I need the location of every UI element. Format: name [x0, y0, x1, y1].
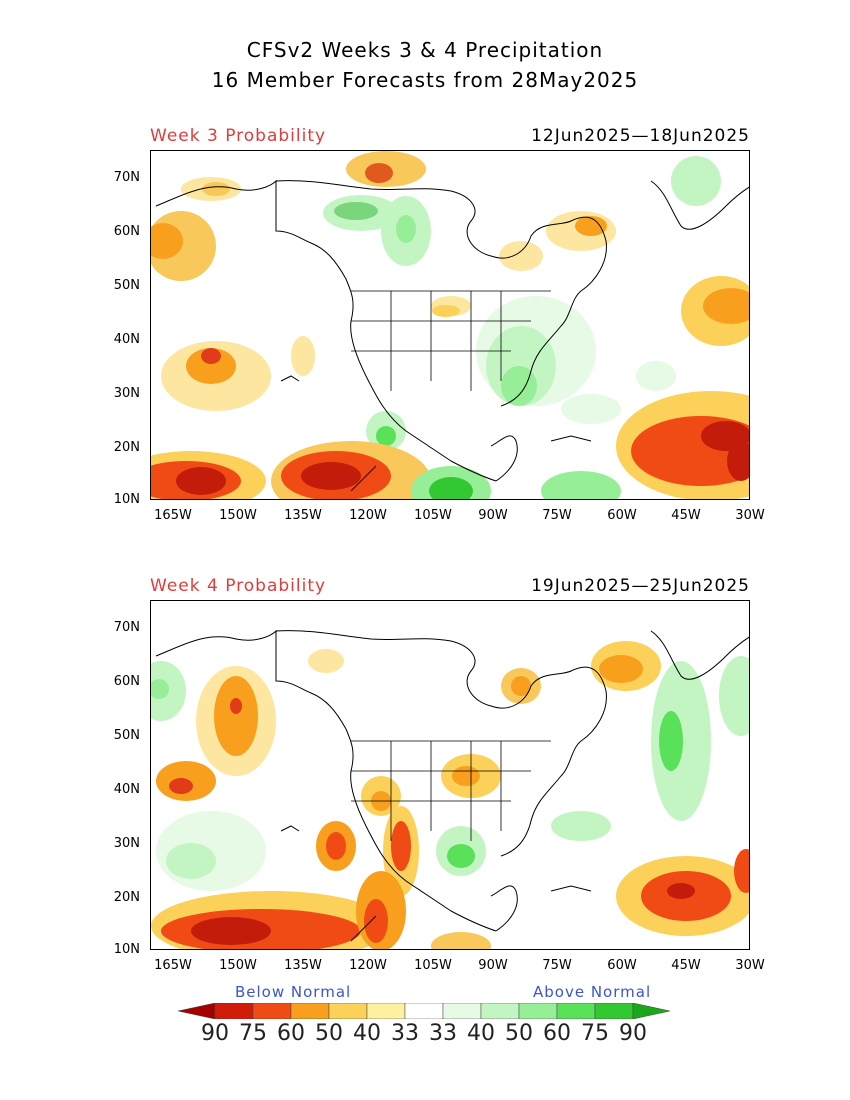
legend-value-label: 60	[277, 1021, 305, 1046]
w4-lon-165: 165W	[154, 958, 192, 973]
legend-swatch	[366, 1003, 406, 1019]
w3-lon-90: 90W	[478, 508, 508, 523]
w3-lat-30: 30N	[113, 386, 140, 401]
w4-lat-20: 20N	[113, 890, 140, 905]
week3-coastlines	[155, 179, 749, 492]
legend-value-label: 40	[353, 1021, 381, 1046]
legend-color-bar	[178, 1003, 671, 1019]
w4-lon-135: 135W	[284, 958, 322, 973]
week3-map	[150, 150, 750, 500]
w3-lon-105: 105W	[414, 508, 452, 523]
week4-date-range: 19Jun2025—25Jun2025	[531, 576, 750, 596]
w4-lon-60: 60W	[607, 958, 637, 973]
w4-lon-30: 30W	[735, 958, 765, 973]
legend-below-normal-label: Below Normal	[235, 983, 352, 1001]
week4-us-state-borders	[351, 740, 551, 841]
w4-lat-10: 10N	[113, 942, 140, 957]
w4-lon-45: 45W	[671, 958, 701, 973]
legend-swatch	[442, 1003, 482, 1019]
w3-lat-50: 50N	[113, 278, 140, 293]
legend-value-label: 50	[315, 1021, 343, 1046]
legend-value-label: 50	[505, 1021, 533, 1046]
w4-lat-60: 60N	[113, 674, 140, 689]
legend-value-label: 33	[391, 1021, 419, 1046]
w4-lon-105: 105W	[414, 958, 452, 973]
w3-lat-40: 40N	[113, 332, 140, 347]
legend-value-label: 90	[201, 1021, 229, 1046]
title-line-2: 16 Member Forecasts from 28May2025	[211, 68, 639, 92]
legend-swatch	[556, 1003, 596, 1019]
legend-value-label: 90	[619, 1021, 647, 1046]
w3-lon-30: 30W	[735, 508, 765, 523]
legend-value-label: 40	[467, 1021, 495, 1046]
w3-lat-10: 10N	[113, 492, 140, 507]
w4-lat-30: 30N	[113, 836, 140, 851]
legend-swatch	[252, 1003, 292, 1019]
w4-lon-120: 120W	[349, 958, 387, 973]
week4-map	[150, 600, 750, 950]
legend-swatch	[404, 1003, 444, 1019]
w4-lat-70: 70N	[113, 620, 140, 635]
w4-lon-75: 75W	[542, 958, 572, 973]
w4-lon-150: 150W	[219, 958, 257, 973]
week4-coastlines	[155, 629, 749, 942]
week3-date-range: 12Jun2025—18Jun2025	[531, 126, 750, 146]
w3-lat-70: 70N	[113, 170, 140, 185]
legend-value-label: 75	[239, 1021, 267, 1046]
week3-label: Week 3 Probability	[150, 126, 327, 146]
w4-lon-90: 90W	[478, 958, 508, 973]
week4-anomaly-shading	[151, 641, 749, 949]
legend-swatch	[290, 1003, 330, 1019]
week4-label: Week 4 Probability	[150, 576, 327, 596]
w3-lon-135: 135W	[284, 508, 322, 523]
w3-lat-60: 60N	[113, 224, 140, 239]
legend-swatch	[594, 1003, 634, 1019]
w3-lon-165: 165W	[154, 508, 192, 523]
legend-value-label: 75	[581, 1021, 609, 1046]
w4-lat-50: 50N	[113, 728, 140, 743]
w3-lat-20: 20N	[113, 440, 140, 455]
week3-anomaly-shading	[151, 151, 749, 499]
legend-arrow-left	[178, 1003, 216, 1019]
w3-lon-120: 120W	[349, 508, 387, 523]
title-line-1: CFSv2 Weeks 3 & 4 Precipitation	[246, 38, 604, 62]
w3-lon-75: 75W	[542, 508, 572, 523]
w3-lon-60: 60W	[607, 508, 637, 523]
w3-lon-45: 45W	[671, 508, 701, 523]
legend-value-label: 60	[543, 1021, 571, 1046]
week3-us-state-borders	[351, 290, 551, 391]
legend-arrow-right	[632, 1003, 671, 1019]
w3-lon-150: 150W	[219, 508, 257, 523]
legend-value-label: 33	[429, 1021, 457, 1046]
legend-swatch	[480, 1003, 520, 1019]
w4-lat-40: 40N	[113, 782, 140, 797]
legend-above-normal-label: Above Normal	[533, 983, 652, 1001]
legend-swatch	[518, 1003, 558, 1019]
legend-swatch	[328, 1003, 368, 1019]
legend-swatch	[214, 1003, 254, 1019]
